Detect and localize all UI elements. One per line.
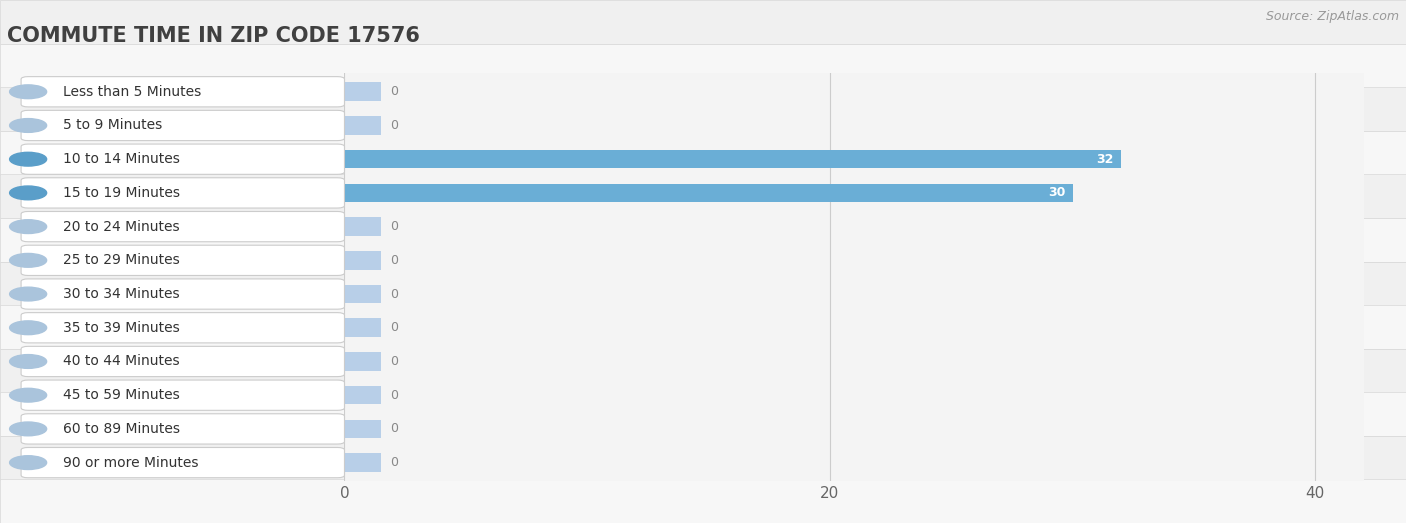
Text: 15 to 19 Minutes: 15 to 19 Minutes <box>63 186 180 200</box>
Bar <box>344 218 381 236</box>
Bar <box>344 453 381 472</box>
Text: 0: 0 <box>391 423 398 436</box>
Text: 35 to 39 Minutes: 35 to 39 Minutes <box>63 321 180 335</box>
Text: 32: 32 <box>1097 153 1114 166</box>
Text: 0: 0 <box>391 355 398 368</box>
Text: 20 to 24 Minutes: 20 to 24 Minutes <box>63 220 180 234</box>
Text: 0: 0 <box>391 85 398 98</box>
Text: 90 or more Minutes: 90 or more Minutes <box>63 456 198 470</box>
Text: 25 to 29 Minutes: 25 to 29 Minutes <box>63 253 180 267</box>
Text: 0: 0 <box>391 389 398 402</box>
Text: 30: 30 <box>1047 186 1066 199</box>
Text: 0: 0 <box>391 456 398 469</box>
Text: 0: 0 <box>391 321 398 334</box>
Text: 45 to 59 Minutes: 45 to 59 Minutes <box>63 388 180 402</box>
Text: 0: 0 <box>391 119 398 132</box>
Bar <box>344 285 381 303</box>
Bar <box>344 83 381 101</box>
Text: Less than 5 Minutes: Less than 5 Minutes <box>63 85 201 99</box>
Text: 0: 0 <box>391 254 398 267</box>
Bar <box>344 184 1073 202</box>
Text: 5 to 9 Minutes: 5 to 9 Minutes <box>63 119 163 132</box>
Text: 0: 0 <box>391 220 398 233</box>
Text: COMMUTE TIME IN ZIP CODE 17576: COMMUTE TIME IN ZIP CODE 17576 <box>7 26 420 46</box>
Bar <box>344 150 1121 168</box>
Text: 10 to 14 Minutes: 10 to 14 Minutes <box>63 152 180 166</box>
Bar <box>344 419 381 438</box>
Text: 40 to 44 Minutes: 40 to 44 Minutes <box>63 355 180 369</box>
Bar <box>344 116 381 135</box>
Bar <box>344 386 381 404</box>
Text: 60 to 89 Minutes: 60 to 89 Minutes <box>63 422 180 436</box>
Text: 30 to 34 Minutes: 30 to 34 Minutes <box>63 287 180 301</box>
Bar <box>344 352 381 371</box>
Text: Source: ZipAtlas.com: Source: ZipAtlas.com <box>1265 10 1399 24</box>
Bar <box>344 251 381 269</box>
Bar <box>344 319 381 337</box>
Text: 0: 0 <box>391 288 398 301</box>
